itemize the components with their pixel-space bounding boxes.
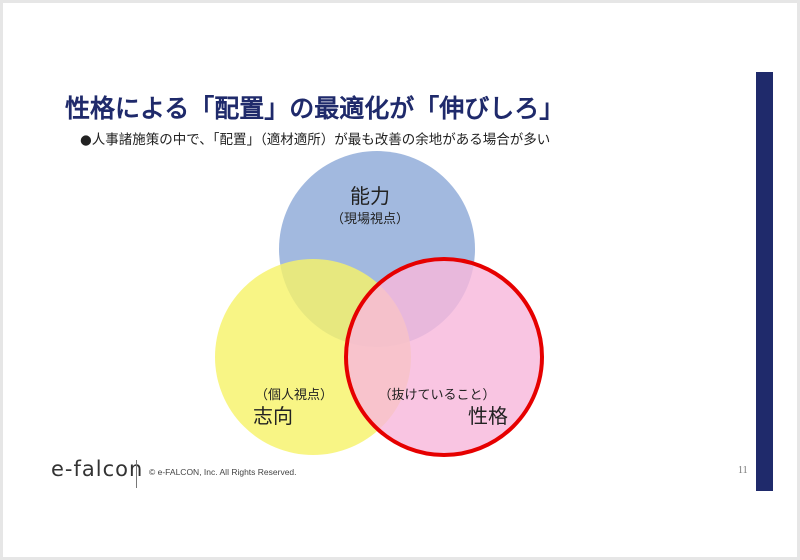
page-number: 11 <box>738 465 748 476</box>
venn-highlight-outline <box>344 257 544 457</box>
bullet-point: ●人事諸施策の中で、「配置」（適材適所）が最も改善の余地がある場合が多い <box>80 132 551 148</box>
venn-label-orientation: 志向 <box>253 404 293 428</box>
venn-diagram: 能力 （現場視点） （個人視点） 志向 （抜けていること） 性格 <box>215 151 544 457</box>
copyright-text: © e-FALCON, Inc. All Rights Reserved. <box>149 467 297 477</box>
slide-title: 性格による「配置」の最適化が「伸びしろ」 <box>65 94 565 123</box>
slide: 性格による「配置」の最適化が「伸びしろ」 ●人事諸施策の中で、「配置」（適材適所… <box>3 3 797 557</box>
venn-label-personality: 性格 <box>468 404 508 428</box>
footer-divider <box>136 460 137 488</box>
company-logo: e-falcon <box>51 457 144 481</box>
venn-sublabel-orientation: （個人視点） <box>255 388 333 403</box>
accent-bar <box>756 72 773 491</box>
venn-center-label: （抜けていること） <box>378 387 495 403</box>
venn-circle-personality <box>346 259 542 455</box>
venn-sublabel-ability: （現場視点） <box>331 212 409 227</box>
venn-label-ability: 能力 <box>350 184 390 208</box>
